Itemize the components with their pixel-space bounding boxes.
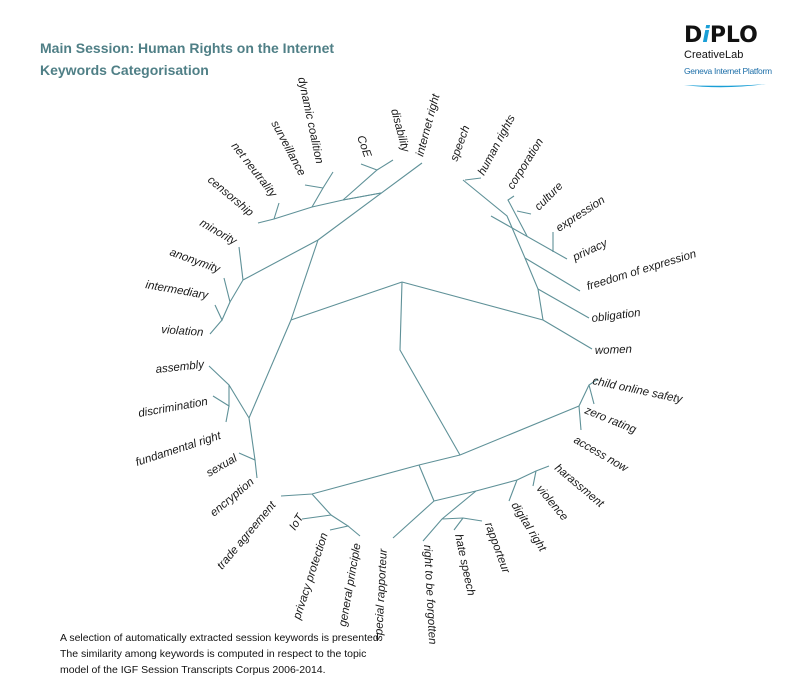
logo-subtitle: CreativeLab [684,49,744,61]
keyword-surveillance: surveillance [268,119,307,178]
keyword-coe: CoE [354,134,373,159]
keyword-special-rapporteur: special rapporteur [373,547,390,641]
keyword-corporation: corporation [505,136,546,191]
keyword-net-neutrality: net neutrality [229,140,280,200]
keyword-sexual: sexual [205,452,240,479]
keyword-child-online-safety: child online safety [591,375,684,406]
keyword-fundamental-right: fundamental right [134,430,223,469]
keyword-minority: minority [198,217,240,248]
dendrogram-labels: internet right disability CoE dynamic co… [134,76,697,645]
keyword-obligation: obligation [591,307,641,325]
swoosh-icon [684,84,766,88]
keyword-discrimination: discrimination [137,396,208,420]
keyword-anonymity: anonymity [168,247,223,277]
page-subtitle: Keywords Categorisation [40,62,209,78]
keyword-expression: expression [554,194,607,234]
keyword-encryption: encryption [208,476,256,519]
keyword-human-rights: human rights [476,113,518,178]
keyword-privacy-protection: privacy protection [291,532,331,622]
keyword-rapporteur: rapporteur [482,521,512,576]
caption-line-2: The similarity among keywords is compute… [60,648,367,660]
keyword-freedom-of-expression: freedom of expression [585,248,697,293]
keyword-internet-right: internet right [414,92,442,158]
keyword-violence: violence [534,483,570,523]
keyword-hate-speech: hate speech [452,533,477,597]
keyword-right-to-be-forgotten: right to be forgotten [421,545,438,645]
logo-wordmark: DiPLO [684,23,758,48]
keyword-digital-right: digital right [508,500,548,554]
keyword-women: women [595,344,632,357]
keyword-privacy: privacy [570,237,610,264]
dendrogram-edges [208,159,599,542]
diplo-logo: DiPLO CreativeLab Geneva Internet Platfo… [684,24,774,94]
caption: A selection of automatically extracted s… [60,630,382,678]
logo-tagline: Geneva Internet Platform [684,66,772,76]
keyword-dynamic-coalition: dynamic coalition [295,76,325,165]
keyword-intermediary: intermediary [144,279,210,302]
keyword-censorship: censorship [205,174,256,219]
caption-line-3: model of the IGF Session Transcripts Cor… [60,664,326,676]
keyword-zero-rating: zero rating [582,404,638,436]
keyword-violation: violation [161,324,204,339]
keyword-culture: culture [533,180,566,213]
keyword-speech: speech [449,124,473,163]
caption-line-1: A selection of automatically extracted s… [60,632,382,644]
keyword-disability: disability [388,108,411,155]
page-title: Main Session: Human Rights on the Intern… [40,40,335,56]
keyword-iot: IoT [287,511,306,532]
keyword-general-principle: general principle [337,542,363,627]
keyword-assembly: assembly [155,359,206,376]
keyword-access-now: access now [572,434,631,475]
